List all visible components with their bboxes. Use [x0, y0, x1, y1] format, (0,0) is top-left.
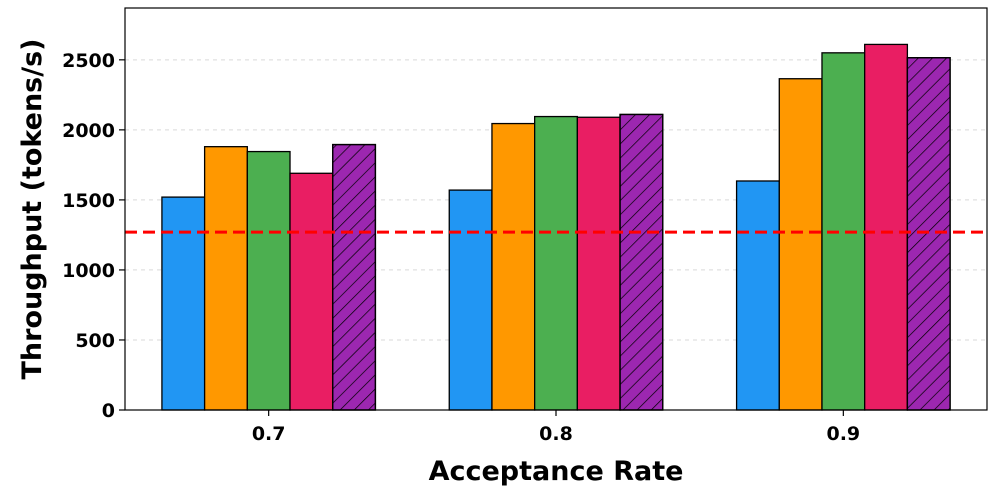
bar-0.7-series-3 — [246, 150, 291, 411]
x-tick-label: 0.9 — [826, 423, 860, 445]
bar-0.7-series-4 — [289, 172, 334, 411]
y-tick-label: 2500 — [62, 50, 115, 72]
bar-0.7-series-1 — [161, 196, 206, 411]
x-axis-ticks: 0.7 0.8 0.9 — [252, 410, 860, 445]
bar-0.8-series-4 — [576, 116, 621, 411]
y-axis-title: Throughput (tokens/s) — [17, 38, 48, 379]
bar-0.8-series-1 — [448, 189, 493, 411]
y-tick-label: 1500 — [62, 190, 115, 212]
bar-hatch — [619, 113, 664, 411]
bar-0.9-series-4 — [864, 43, 909, 411]
y-tick-label: 0 — [102, 400, 115, 422]
x-tick-label: 0.7 — [252, 423, 286, 445]
bar-0.7-series-2 — [203, 146, 248, 411]
bar-0.8-series-3 — [534, 115, 579, 411]
bar-hatch — [906, 57, 951, 411]
x-axis-title: Acceptance Rate — [429, 456, 684, 487]
bar-hatch — [332, 143, 377, 411]
y-tick-label: 2000 — [62, 120, 115, 142]
x-tick-label: 0.8 — [539, 423, 573, 445]
bar-0.9-series-1 — [735, 180, 780, 411]
y-axis-ticks: 0 500 1000 1500 2000 2500 — [62, 50, 125, 422]
bar-0.8-series-2 — [491, 122, 536, 411]
y-tick-label: 500 — [75, 330, 115, 352]
bar-group — [161, 43, 951, 411]
bar-0.9-series-2 — [778, 78, 823, 411]
y-tick-label: 1000 — [62, 260, 115, 282]
